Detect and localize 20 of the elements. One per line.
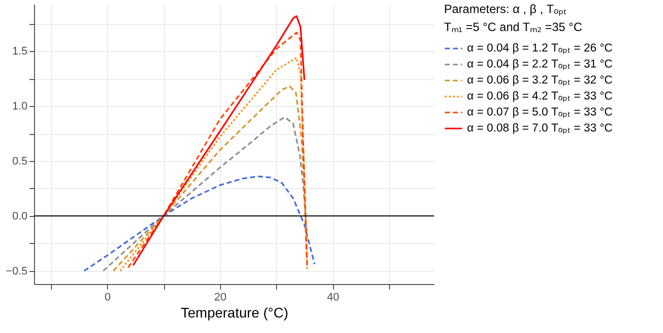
legend-label: α = 0.06 β = 4.2 Tₒₚₜ = 33 °C bbox=[467, 90, 613, 102]
x-tick-label: 20 bbox=[214, 292, 227, 304]
line-series bbox=[119, 57, 308, 272]
legend-title: Parameters: α , β , Tₒₚₜ Tₘ₁ =5 °C and Tₘ₂ =35 °C bbox=[444, 2, 582, 34]
x-axis-title: Temperature (°C) bbox=[180, 304, 288, 320]
y-tick-label: −0.5 bbox=[6, 265, 28, 278]
line-series bbox=[83, 176, 316, 272]
legend-label: α = 0.07 β = 5.0 Tₒₚₜ = 33 °C bbox=[467, 106, 613, 118]
x-tick-label: 40 bbox=[326, 292, 340, 304]
y-tick-label: 1.5 bbox=[12, 46, 28, 58]
x-tick-label: 0 bbox=[104, 292, 111, 304]
line-series bbox=[112, 86, 308, 272]
y-tick-label: 1.0 bbox=[12, 100, 28, 113]
y-tick-label: 0.5 bbox=[12, 156, 28, 168]
legend-label: α = 0.04 β = 2.2 Tₒₚₜ = 31 °C bbox=[467, 58, 613, 70]
legend-label: α = 0.08 β = 7.0 Tₒₚₜ = 33 °C bbox=[467, 122, 613, 134]
y-tick-label: 0.0 bbox=[12, 210, 28, 222]
line-series bbox=[102, 116, 308, 272]
legend-label: α = 0.06 β = 3.2 Tₒₚₜ = 32 °C bbox=[467, 74, 613, 86]
legend-label: α = 0.04 β = 1.2 Tₒₚₜ = 26 °C bbox=[467, 42, 613, 54]
